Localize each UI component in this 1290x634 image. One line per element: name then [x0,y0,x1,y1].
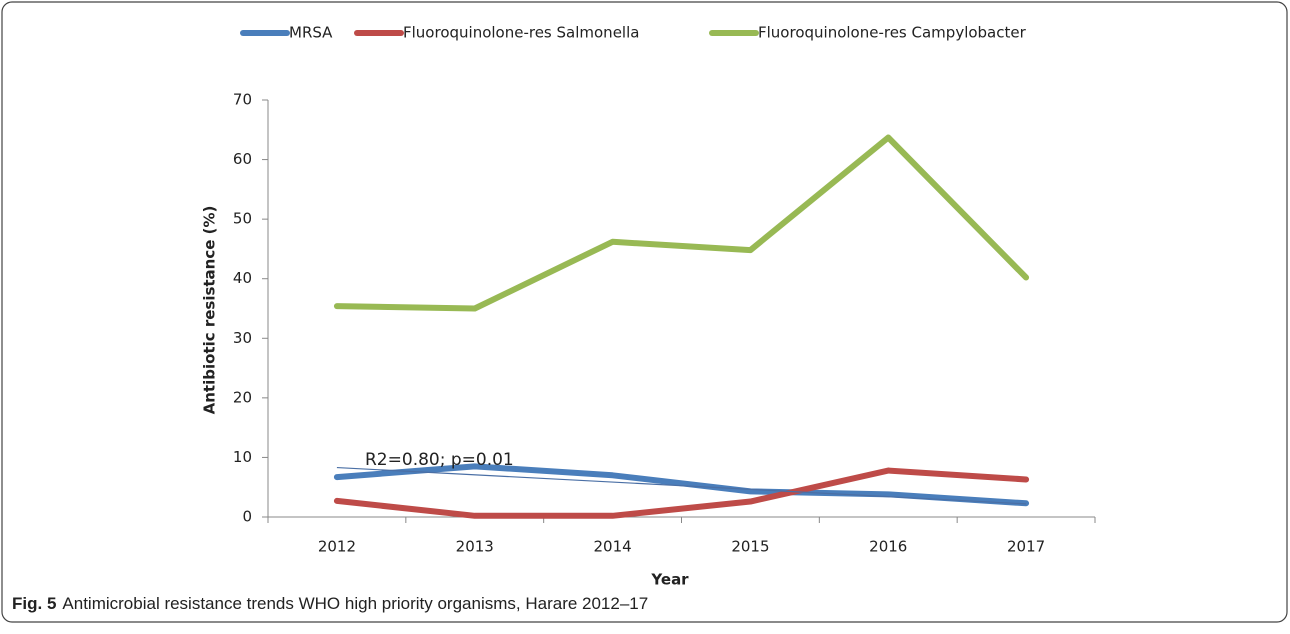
trendline [336,466,1027,505]
y-tick-label: 0 [242,508,252,526]
x-tick-label: 2017 [1007,538,1045,556]
y-tick-label: 30 [233,329,252,347]
x-tick-label: 2015 [731,538,769,556]
legend-label: MRSA [289,24,333,42]
y-tick-label: 40 [233,269,252,287]
series-line [333,467,1030,519]
caption-label: Fig. 5 [12,594,56,613]
series-line [333,463,1030,507]
x-tick-label: 2014 [593,538,631,556]
x-tick-label: 2012 [318,538,356,556]
figure-frame [1,1,1288,623]
y-tick-label: 10 [233,448,252,466]
y-tick-label: 70 [233,91,252,109]
y-tick-label: 20 [233,388,252,406]
y-tick-label: 60 [233,150,252,168]
x-tick-label: 2013 [456,538,494,556]
legend-label: Fluoroquinolone-res Campylobacter [758,24,1027,42]
annotation: R2=0.80; p=0.01 [365,450,514,470]
y-axis-label: Antibiotic resistance (%) [201,206,219,415]
caption: Fig. 5 Antimicrobial resistance trends WH… [12,594,648,613]
x-axis-label: Year [650,571,689,589]
caption-text: Antimicrobial resistance trends WHO high… [62,594,648,613]
y-tick-label: 50 [233,210,252,228]
x-tick-label: 2016 [869,538,907,556]
legend-label: Fluoroquinolone-res Salmonella [403,24,639,42]
series-line [333,134,1030,312]
